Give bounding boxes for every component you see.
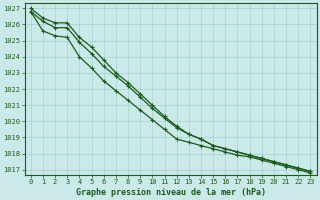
X-axis label: Graphe pression niveau de la mer (hPa): Graphe pression niveau de la mer (hPa) xyxy=(76,188,266,197)
